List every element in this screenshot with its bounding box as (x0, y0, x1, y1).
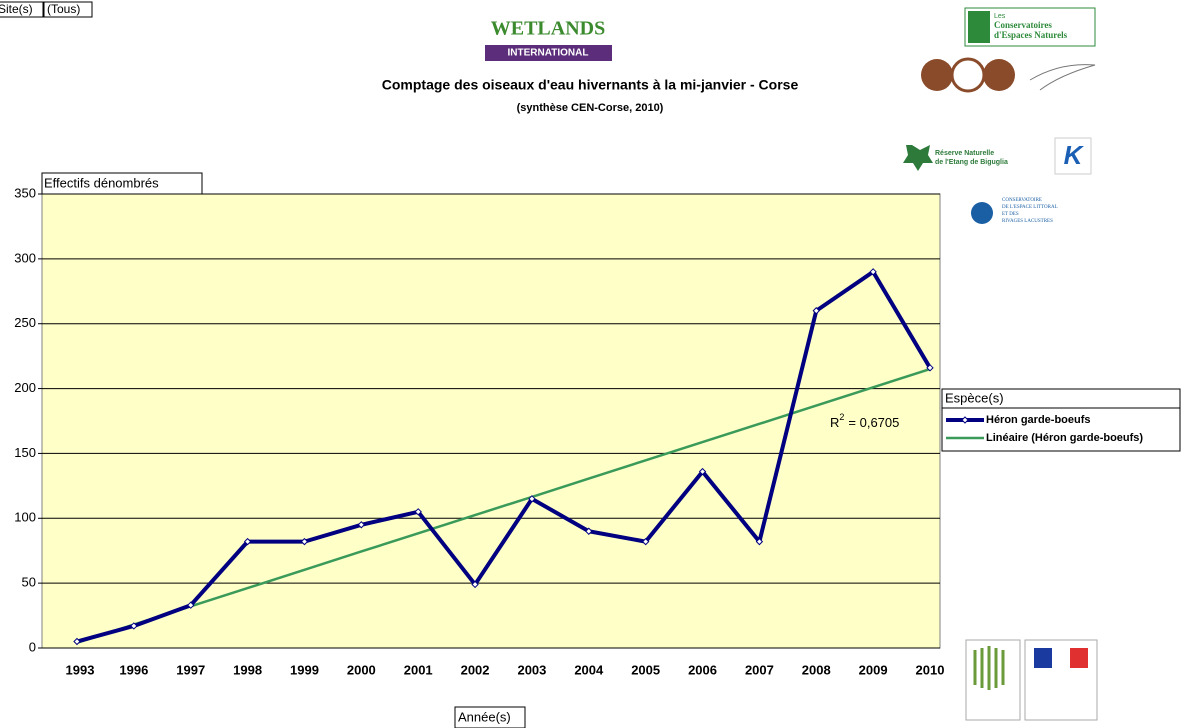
marker (641, 537, 650, 546)
x-tick-label: 1998 (233, 662, 262, 677)
x-tick-label: 2009 (859, 662, 888, 677)
marker (698, 467, 707, 476)
logo-wetlands-sub: INTERNATIONAL (508, 48, 589, 59)
legend-label: Linéaire (Héron garde-boeufs) (986, 432, 1143, 444)
marker (528, 495, 536, 503)
annotation: R2 = 0,6705 (830, 412, 899, 430)
logo-littoral: ET DES (1002, 212, 1019, 217)
y-axis-label[interactable]: Effectifs dénombrés (44, 175, 159, 190)
marker (812, 307, 820, 315)
legend-marker (961, 416, 969, 424)
annotation-base: R (830, 415, 839, 430)
logo-littoral: CONSERVATOIRE (1002, 198, 1042, 203)
x-tick-label: 2007 (745, 662, 774, 677)
x-tick-label: 2001 (404, 662, 433, 677)
logo-cen: d'Espaces Naturels (994, 30, 1068, 40)
y-tick-label: 150 (14, 445, 36, 460)
flag-red (1070, 648, 1088, 668)
x-tick-label: 1993 (66, 662, 95, 677)
logo-circle (921, 59, 953, 91)
filter-field-button[interactable] (0, 1, 44, 18)
filter-field[interactable]: Site(s) (0, 2, 33, 16)
annotation-rest: = 0,6705 (848, 415, 899, 430)
y-tick-label: 250 (14, 315, 36, 330)
marker (300, 537, 309, 546)
annotation-sup: 2 (839, 412, 844, 422)
marker (73, 637, 81, 646)
x-tick-label: 2006 (688, 662, 717, 677)
marker (357, 521, 366, 529)
x-tick-label: 2008 (802, 662, 831, 677)
marker (471, 580, 479, 589)
logo-office-icon (973, 646, 1005, 690)
logo-circle (950, 57, 986, 93)
logo-cen: Les (994, 13, 1006, 20)
logo-littoral-icon (971, 202, 993, 224)
logo-circle (983, 59, 1015, 91)
x-tick-label: 2003 (517, 662, 546, 677)
x-tick-label: 1999 (290, 662, 319, 677)
y-tick-label: 300 (14, 250, 36, 265)
plot-area (41, 193, 941, 649)
marker (869, 268, 877, 276)
logo-littoral: DE L'ESPACE LITTORAL (1002, 205, 1058, 210)
x-tick-label: 2000 (347, 662, 376, 677)
logo-cen: Conservatoires (994, 20, 1052, 30)
logo-littoral: RIVAGES LACUSTRES (1002, 219, 1053, 224)
x-tick-label: 2004 (574, 662, 604, 677)
x-tick-label: 1996 (119, 662, 148, 677)
x-tick-label: 2005 (631, 662, 660, 677)
logo-wetlands: WETLANDS (491, 18, 605, 40)
y-tick-label: 350 (14, 185, 36, 200)
logo-reserve: Réserve Naturelle (935, 150, 994, 157)
x-axis-label[interactable]: Année(s) (458, 709, 511, 724)
x-tick-label: 2002 (461, 662, 490, 677)
marker (130, 622, 138, 630)
filter-value[interactable]: (Tous) (47, 2, 80, 16)
x-field-button[interactable] (454, 706, 526, 728)
marker (414, 508, 422, 516)
x-tick-label: 2010 (916, 662, 945, 677)
logo-k-box (1054, 137, 1092, 175)
flag-blue (1034, 648, 1052, 668)
logo-k: K (1064, 140, 1085, 170)
x-tick-label: 1997 (176, 662, 205, 677)
data-line (76, 269, 932, 644)
trend-line (76, 367, 931, 645)
logo-reserve-icon (903, 145, 933, 171)
logo-bar (485, 45, 612, 61)
y-tick-label: 200 (14, 380, 36, 395)
marker (755, 537, 764, 546)
y-tick-label: 100 (14, 510, 36, 525)
logo-reserve: de l'Etang de Biguglia (935, 159, 1008, 166)
legend-title[interactable]: Espèce(s) (945, 390, 1004, 405)
y-tick-label: 0 (29, 639, 36, 654)
marker (187, 601, 195, 609)
marker (926, 364, 934, 372)
chart-title: Comptage des oiseaux d'eau hivernants à … (382, 77, 799, 93)
legend-label: Héron garde-boeufs (986, 414, 1091, 426)
logo-bird (1029, 64, 1096, 91)
logo-cen-icon (968, 11, 990, 43)
marker (243, 537, 252, 546)
marker (585, 527, 593, 535)
chart-subtitle: (synthèse CEN-Corse, 2010) (517, 102, 664, 114)
y-tick-label: 50 (22, 575, 36, 590)
filter-value-button[interactable] (43, 1, 93, 18)
